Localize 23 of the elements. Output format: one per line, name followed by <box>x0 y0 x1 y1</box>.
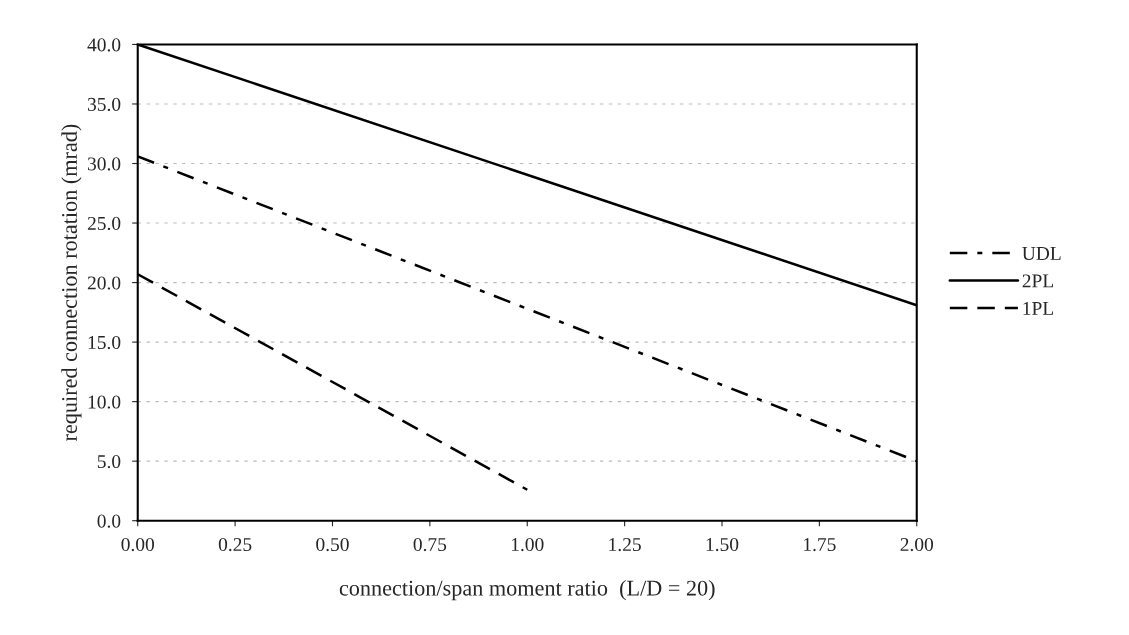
x-tick-label: 1.00 <box>511 537 544 552</box>
x-tick-label: 1.25 <box>609 537 641 552</box>
y-tick-label: 15.0 <box>88 335 121 350</box>
y-tick-label: 10.0 <box>88 395 121 409</box>
x-tick-label: 1.50 <box>706 537 739 552</box>
legend-label: 2PL <box>1022 274 1054 288</box>
y-tick-label: 40.0 <box>87 38 121 52</box>
y-tick-label: 30.0 <box>87 157 121 171</box>
y-tick-label: 5.0 <box>97 454 121 469</box>
y-tick-label: 0.0 <box>97 514 121 528</box>
x-tick-label: 0.00 <box>121 537 155 552</box>
x-tick-label: 1.75 <box>804 538 836 552</box>
legend-label: 1PL <box>1023 301 1054 315</box>
y-tick-label: 35.0 <box>87 97 121 111</box>
x-tick-label: 0.25 <box>218 537 252 552</box>
x-tick-label: 0.50 <box>316 537 349 552</box>
x-tick-label: 0.75 <box>413 537 447 552</box>
y-tick-label: 25.0 <box>87 216 121 231</box>
legend-label: UDL <box>1022 247 1061 261</box>
x-axis-title: connection/span moment ratio (L/D = 20) <box>339 580 715 601</box>
y-axis-title: required connection rotation (mrad) <box>61 124 82 442</box>
y-tick-label: 20.0 <box>87 276 121 290</box>
x-tick-label: 2.00 <box>900 537 934 552</box>
